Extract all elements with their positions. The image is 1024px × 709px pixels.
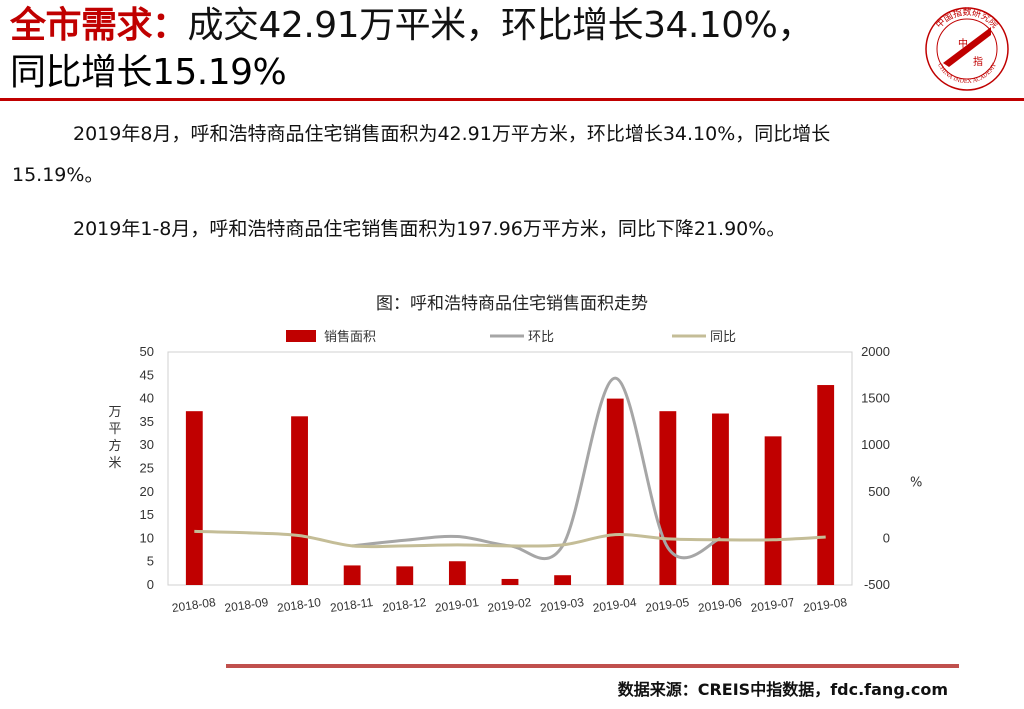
y2-axis-tick-label: 2000 xyxy=(861,344,890,359)
plot-frame xyxy=(167,351,853,586)
logo-text-bottom: CHINA INDEX ACADEMY xyxy=(936,62,998,85)
y2-axis-tick-label: -500 xyxy=(864,577,890,592)
legend-label-同比: 同比 xyxy=(710,330,736,345)
y-axis-tick-label: 45 xyxy=(140,367,154,382)
bar-2019-08 xyxy=(817,385,835,585)
logo-char-2: 指 xyxy=(973,55,983,68)
y-axis-tick-label: 40 xyxy=(140,391,154,406)
page-title-key: 全市需求： xyxy=(10,5,188,46)
x-axis-tick-label: 2019-07 xyxy=(750,595,796,615)
logo-text-top: 中国指数研究院 xyxy=(933,6,1001,31)
y-axis-tick-label: 0 xyxy=(147,577,154,592)
bar-2019-06 xyxy=(712,413,729,585)
x-axis-tick-label: 2019-05 xyxy=(645,595,691,615)
bar-2018-08 xyxy=(185,411,203,585)
footer-divider xyxy=(226,664,959,668)
y2-axis-tick-label: 0 xyxy=(883,530,890,545)
paragraph-1-line-2: 15.19%。 xyxy=(12,164,104,186)
paragraph-1-line-1: 2019年8月，呼和浩特商品住宅销售面积为42.91万平方米，环比增长34.10… xyxy=(73,123,831,145)
legend-label-销售面积: 销售面积 xyxy=(324,329,376,345)
x-axis-tick-label: 2019-04 xyxy=(592,595,638,615)
svg-text:CHINA INDEX ACADEMY: CHINA INDEX ACADEMY xyxy=(936,62,998,85)
y-axis-tick-label: 50 xyxy=(140,344,154,359)
sales-area-chart: 0 5 10 15 20 25 30 35 40 45 50 -500 0 500 1000 1500 2000… xyxy=(106,329,923,615)
x-axis-tick-label: 2019-03 xyxy=(539,595,585,615)
legend-label-环比: 环比 xyxy=(528,330,554,345)
china-index-academy-logo: 中国指数研究院 CHINA INDEX ACADEMY 中 指 xyxy=(925,6,1009,91)
y-axis-tick-label: 20 xyxy=(140,484,154,499)
page-title: 全市需求：成交42.91万平米，环比增长34.10%， 同比增长15.19% xyxy=(10,2,910,96)
svg-text:中国指数研究院: 中国指数研究院 xyxy=(933,6,1001,31)
y-axis-tick-label: 15 xyxy=(140,507,154,522)
chart-title: 图：呼和浩特商品住宅销售面积走势 xyxy=(376,294,648,314)
bar-2018-12 xyxy=(396,566,414,585)
paragraph-2: 2019年1-8月，呼和浩特商品住宅销售面积为197.96万平方米，同比下降21… xyxy=(73,218,786,240)
header-divider xyxy=(0,98,1024,101)
x-axis-tick-label: 2018-10 xyxy=(276,595,322,615)
y-axis-tick-label: 30 xyxy=(140,437,154,452)
y2-axis-label: % xyxy=(910,476,922,491)
x-axis-tick-label: 2019-08 xyxy=(802,595,848,615)
line-同比 xyxy=(194,529,826,549)
page-title-text: 成交42.91万平米，环比增长34.10%， xyxy=(187,5,814,46)
x-axis-tick-label: 2019-02 xyxy=(487,595,533,615)
logo-char-1: 中 xyxy=(958,37,968,50)
bar-2019-05 xyxy=(659,411,677,585)
bar-2018-11 xyxy=(343,565,361,585)
page-title-line2: 同比增长15.19% xyxy=(10,52,287,93)
data-source: 数据来源：CREIS中指数据，fdc.fang.com xyxy=(617,680,948,699)
x-axis-tick-label: 2018-08 xyxy=(171,595,217,615)
bar-2018-10 xyxy=(291,416,308,585)
bar-2019-02 xyxy=(501,578,519,585)
y2-axis-tick-label: 1500 xyxy=(861,391,890,406)
x-axis-tick-label: 2019-01 xyxy=(434,595,480,615)
x-axis-tick-label: 2018-12 xyxy=(381,595,427,615)
legend-swatch-销售面积 xyxy=(286,330,316,342)
x-axis-tick-label: 2018-09 xyxy=(224,595,270,615)
y2-axis-tick-label: 1000 xyxy=(861,437,890,452)
bar-2019-01 xyxy=(448,561,466,585)
y-axis-tick-label: 5 xyxy=(147,554,154,569)
bar-2019-03 xyxy=(554,575,572,585)
y-axis-tick-label: 25 xyxy=(140,461,154,476)
y-axis-label: 万平方米 xyxy=(106,405,122,473)
y2-axis-tick-label: 500 xyxy=(868,484,890,499)
bar-2019-07 xyxy=(764,436,782,585)
y-axis-tick-label: 10 xyxy=(140,530,154,545)
x-axis-tick-label: 2019-06 xyxy=(697,595,743,615)
x-axis-tick-label: 2018-11 xyxy=(329,595,374,615)
bar-2019-04 xyxy=(606,398,624,585)
y-axis-tick-label: 35 xyxy=(140,414,154,429)
